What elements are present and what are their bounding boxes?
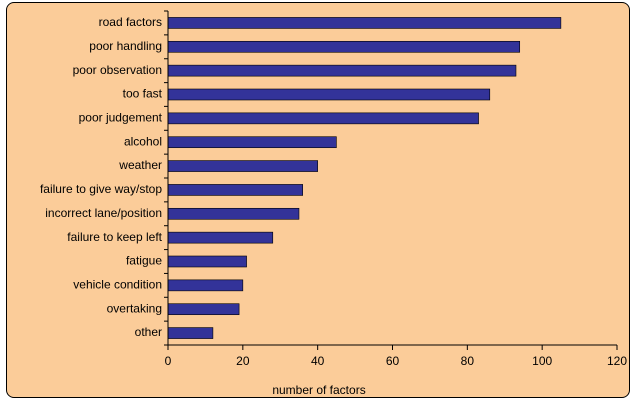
category-label-7: failure to give way/stop — [40, 182, 162, 196]
x-tick-label-6: 120 — [607, 354, 627, 368]
x-axis: 0 20 40 60 80 100 120 — [164, 10, 627, 368]
category-label-12: overtaking — [107, 301, 162, 315]
category-label-9: failure to keep left — [67, 230, 162, 244]
bar-chart: road factors poor handling poor observatio… — [40, 10, 627, 397]
bar-10 — [167, 255, 247, 268]
bar-3 — [167, 88, 491, 101]
category-label-0: road factors — [99, 15, 162, 29]
category-label-2: poor observation — [73, 63, 162, 77]
bar-5 — [167, 136, 337, 149]
bars-layer — [167, 17, 562, 339]
x-tick-label-1: 20 — [236, 354, 250, 368]
bar-12 — [167, 303, 240, 316]
x-tick-label-5: 100 — [532, 354, 552, 368]
category-label-8: incorrect lane/position — [45, 206, 162, 220]
bar-1 — [167, 40, 521, 53]
bar-13 — [167, 327, 214, 339]
category-label-10: fatigue — [126, 254, 162, 268]
category-label-5: alcohol — [124, 134, 162, 148]
category-label-3: too fast — [123, 87, 163, 101]
category-label-6: weather — [118, 158, 162, 172]
x-tick-label-4: 80 — [461, 354, 475, 368]
category-label-13: other — [135, 325, 162, 339]
chart-frame: road factors poor handling poor observatio… — [6, 2, 630, 398]
category-label-11: vehicle condition — [73, 278, 162, 292]
bar-0 — [167, 17, 562, 29]
x-axis-title: number of factors — [272, 383, 365, 397]
bar-6 — [167, 160, 318, 172]
x-tick-label-3: 60 — [386, 354, 400, 368]
bar-9 — [167, 231, 274, 244]
x-tick-label-2: 40 — [311, 354, 325, 368]
bar-7 — [167, 184, 303, 196]
bar-4 — [167, 112, 479, 125]
category-label-1: poor handling — [89, 39, 162, 53]
bar-8 — [167, 207, 300, 220]
category-labels: road factors poor handling poor observatio… — [40, 15, 163, 339]
x-tick-label-0: 0 — [165, 354, 172, 368]
bar-2 — [167, 64, 517, 77]
bar-11 — [167, 279, 244, 292]
category-label-4: poor judgement — [79, 111, 163, 125]
